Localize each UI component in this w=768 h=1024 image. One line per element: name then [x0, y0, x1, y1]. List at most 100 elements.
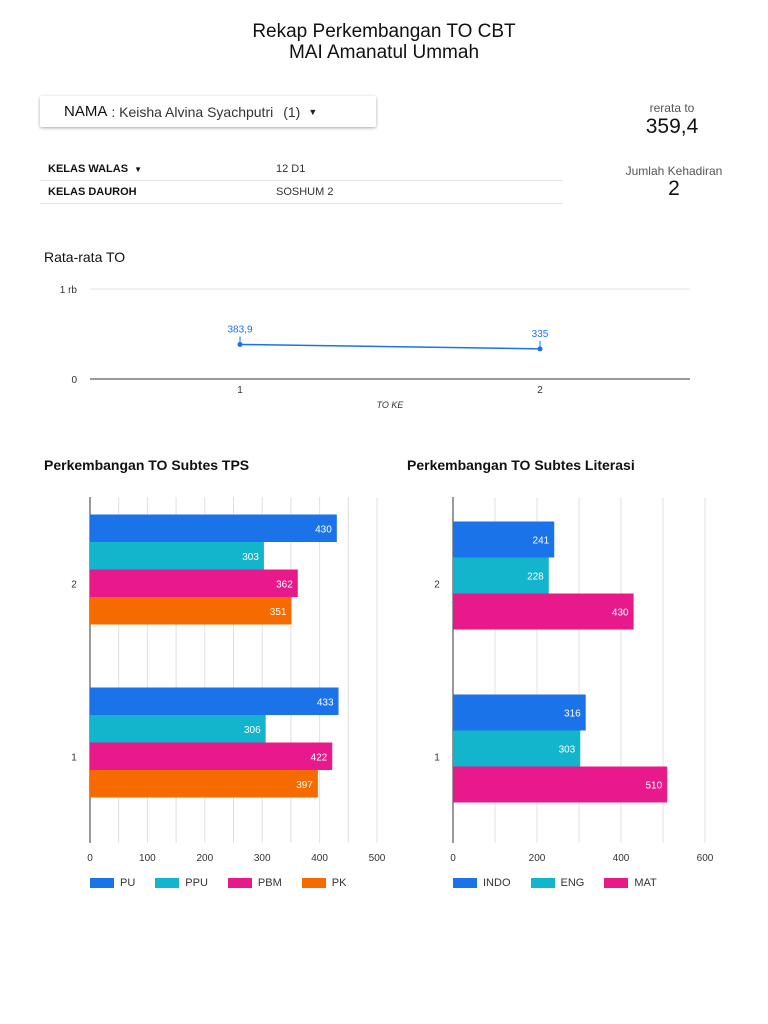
bar-pbm — [90, 742, 333, 770]
y-category-label: 2 — [71, 580, 77, 591]
bar-eng — [453, 730, 581, 767]
y-category-label: 1 — [434, 753, 440, 764]
kelas-dauroh-value: SOSHUM 2 — [268, 180, 563, 204]
legend-swatch — [604, 878, 629, 888]
chevron-down-icon: ▼ — [134, 165, 142, 174]
legend-label: PPU — [185, 877, 208, 889]
x-tick-label: 200 — [529, 853, 546, 864]
x-tick-label: 1 — [237, 385, 243, 396]
report-subtitle: MAI Amanatul Ummah — [288, 42, 480, 63]
x-tick-label: 300 — [254, 853, 271, 864]
bar-indo — [453, 694, 586, 731]
legend-item: PK — [301, 877, 347, 889]
data-label: 383,9 — [227, 324, 252, 335]
bar-value-label: 306 — [244, 725, 261, 736]
legend-label: PU — [120, 877, 136, 889]
name-filter-value: : Keisha Alvina Syachputri — [111, 103, 274, 120]
name-filter-count: (1) — [283, 103, 301, 120]
bar-pk — [90, 597, 292, 625]
series-line — [239, 343, 541, 350]
legend-label: MAT — [634, 877, 657, 889]
x-tick-label: 100 — [139, 853, 156, 864]
x-tick-label: 2 — [537, 385, 543, 396]
bar-value-label: 430 — [612, 608, 629, 619]
legend-swatch — [227, 878, 252, 888]
bar-value-label: 228 — [527, 572, 544, 583]
kelas-dauroh-key: KELAS DAUROH — [40, 180, 268, 204]
rerata-label: rerata to — [649, 101, 695, 115]
kehadiran-value: 2 — [668, 177, 680, 200]
y-tick-label: 1 rb — [60, 285, 78, 296]
rata-rata-chart-title: Rata-rata TO — [44, 249, 126, 265]
bar-eng — [453, 557, 549, 594]
legend-swatch — [90, 878, 114, 888]
bar-ppu — [90, 715, 266, 743]
x-axis-title: TO KE — [377, 400, 405, 410]
legend-swatch — [453, 878, 477, 888]
kelas-walas-key: KELAS WALAS — [48, 163, 129, 175]
legend-item: PPU — [155, 877, 208, 889]
bar-value-label: 433 — [317, 697, 334, 708]
x-tick-label: 500 — [369, 853, 386, 864]
data-point — [537, 346, 543, 352]
bar-value-label: 397 — [296, 780, 313, 791]
kelas-table: KELAS WALAS ▼ 12 D1 KELAS DAUROH SOSHUM 2 — [40, 158, 563, 204]
bar-pu — [90, 514, 337, 542]
kelas-walas-value: 12 D1 — [268, 158, 563, 181]
chevron-down-icon: ▼ — [308, 106, 318, 117]
legend-swatch — [530, 878, 555, 888]
tps-legend: PU PPU PBM PK — [90, 877, 366, 889]
name-filter-dropdown[interactable]: NAMA : Keisha Alvina Syachputri (1) ▼ — [40, 96, 376, 127]
bar-pk — [90, 770, 318, 798]
data-point — [237, 341, 243, 347]
table-row: KELAS WALAS ▼ 12 D1 — [40, 158, 563, 181]
legend-item: MAT — [604, 877, 657, 889]
kelas-walas-header[interactable]: KELAS WALAS ▼ — [40, 158, 268, 181]
legend-label: PBM — [257, 877, 282, 889]
legend-item: ENG — [530, 877, 585, 889]
data-label: 335 — [532, 329, 549, 340]
bar-value-label: 510 — [646, 781, 663, 792]
legend-label: INDO — [483, 877, 511, 889]
literasi-legend: INDO ENG MAT — [453, 877, 677, 889]
legend-item: INDO — [453, 877, 511, 889]
bar-pu — [90, 687, 339, 715]
bar-value-label: 316 — [564, 709, 581, 720]
y-category-label: 2 — [434, 580, 440, 591]
legend-item: PBM — [227, 877, 282, 889]
bar-value-label: 430 — [315, 524, 332, 535]
rerata-value: 359,4 — [645, 115, 699, 138]
x-tick-label: 0 — [450, 853, 456, 864]
literasi-chart-title: Perkembangan TO Subtes Literasi — [407, 457, 635, 473]
legend-swatch — [155, 878, 180, 888]
bar-value-label: 362 — [276, 579, 293, 590]
bar-indo — [453, 521, 555, 558]
y-tick-label: 0 — [71, 375, 77, 386]
y-category-label: 1 — [71, 753, 77, 764]
x-tick-label: 600 — [697, 853, 714, 864]
x-tick-label: 400 — [613, 853, 630, 864]
kehadiran-label: Jumlah Kehadiran — [625, 164, 723, 178]
legend-label: ENG — [560, 877, 585, 889]
bar-mat — [453, 593, 634, 630]
x-tick-label: 0 — [87, 853, 93, 864]
legend-label: PK — [331, 877, 347, 889]
report-title: Rekap Perkembangan TO CBT — [252, 21, 516, 42]
bar-value-label: 422 — [311, 752, 328, 763]
bar-ppu — [90, 542, 264, 570]
bar-pbm — [90, 569, 298, 597]
x-tick-label: 400 — [311, 853, 328, 864]
x-tick-label: 200 — [196, 853, 213, 864]
legend-swatch — [301, 878, 326, 888]
bar-mat — [453, 766, 668, 803]
bar-value-label: 303 — [242, 552, 259, 563]
legend-item: PU — [90, 877, 135, 889]
bar-value-label: 351 — [270, 607, 287, 618]
table-row: KELAS DAUROH SOSHUM 2 — [40, 180, 563, 204]
name-filter-label: NAMA — [64, 103, 108, 120]
bar-value-label: 303 — [559, 745, 576, 756]
tps-chart-title: Perkembangan TO Subtes TPS — [44, 457, 250, 473]
